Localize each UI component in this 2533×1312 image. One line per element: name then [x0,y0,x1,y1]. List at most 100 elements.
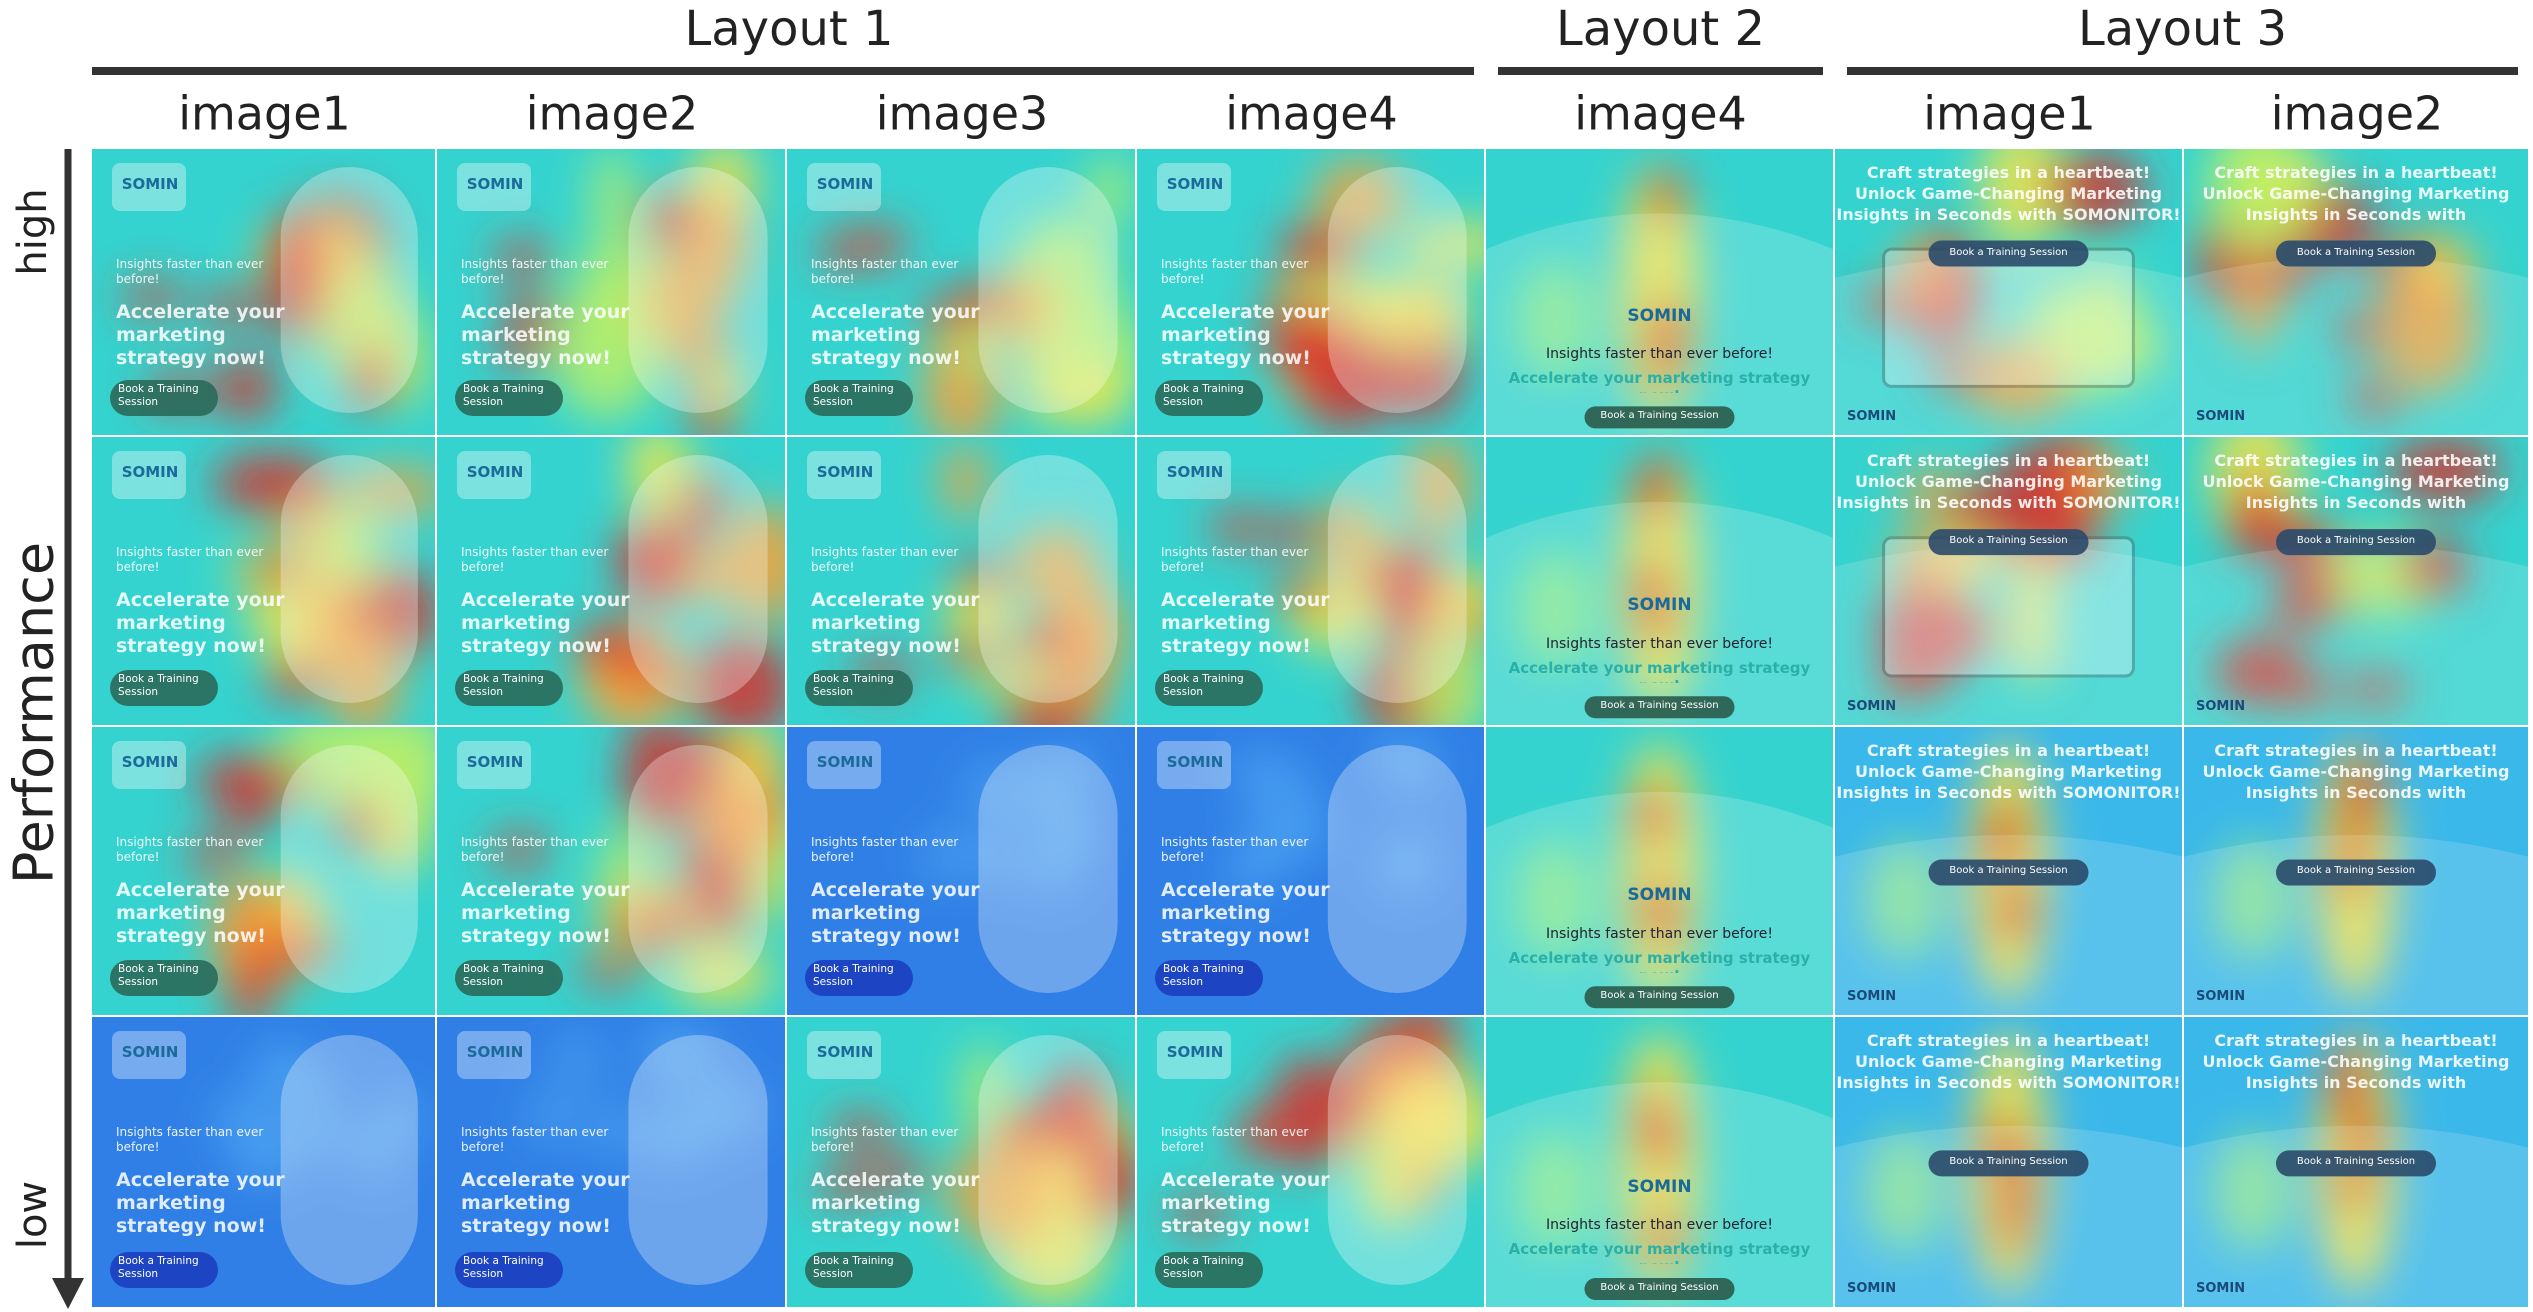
heat-blob [869,1155,930,1192]
ad-line: Insights in Seconds with SOMONITOR! [1836,1073,2180,1092]
image-label: image3 [876,87,1049,141]
heat-blob [1353,275,1470,347]
ad-logo-text: SOMIN [121,1043,179,1061]
app-panel [1327,1035,1467,1285]
heat-blob [675,471,722,539]
ad-button [455,380,563,416]
ad-button [110,380,218,416]
heat-blob [970,825,1021,886]
ad-headline-text: Accelerate your marketing strategy now! [461,301,630,369]
heat-blob [641,1027,692,1088]
heat-blobs [1224,727,1442,900]
ad-tagline: Insights faster than ever before! [1546,1217,1773,1233]
heat-blob [1951,484,1994,541]
ad-line: Insights in Seconds with SOMONITOR! [1836,493,2180,512]
ad-button-text: Book a Training Session [118,383,199,408]
ad-button: Book a Training Session [2297,1156,2415,1167]
ad-logo-text: SOMIN [1166,1043,1224,1061]
ad-logo-text: SOMIN [1627,1176,1692,1197]
ad-button: Book a Training Session [1163,383,1244,408]
ad-button [1155,960,1263,996]
ad-button: Book a Training Session [118,1255,199,1280]
heatmap-cell: SOMIN Insights faster than ever before! Ac… [787,437,1135,725]
ad-line-text: Insights in Seconds with SOMONITOR! [2245,493,2467,515]
ad-button [1584,696,1735,719]
heat-blobs [1515,451,1700,711]
ad-headline: Accelerate your marketing strategy now! [1509,659,1811,683]
app-panel [978,167,1118,413]
heat-blobs [1208,437,1484,725]
ad-tagline-text: Insights faster than ever before! [461,545,609,574]
heat-blob [728,727,780,796]
ad-line-text: Insights in Seconds with SOMONITOR! [1836,783,2181,802]
ad-button-text: Book a Training Session [2296,535,2416,547]
heat-blob [690,634,785,725]
ad-logo-text: SOMIN [121,175,179,193]
app-panel [1327,745,1467,993]
ad-button [1584,986,1735,1009]
layout-title: Layout 1 [685,1,894,57]
ad-headline: Accelerate your marketing strategy now! [461,301,630,369]
ad-logo: SOMIN [122,463,179,481]
ad-tagline: Insights faster than ever before! [811,545,958,574]
ad-button [1928,859,2089,886]
heat-blob [2387,438,2501,503]
ad-line: Insights in Seconds with SOMONITOR! [2245,493,2467,515]
heat-blob [1896,470,1969,516]
ad-tagline: Insights faster than ever before! [811,835,958,864]
image-label: image4 [1225,87,1398,141]
ad-line-text: Craft strategies in a heartbeat! [1866,451,2151,470]
ad-button-text: Book a Training Session [813,673,894,698]
ad-line: Craft strategies in a heartbeat! [2214,1031,2497,1050]
ad-button: Book a Training Session [118,673,199,698]
heatmap-cell: SOMIN Insights faster than ever before! Ac… [1137,1017,1484,1307]
ad-headline: Accelerate your marketing strategy now! [461,879,630,947]
heatmap-cell: Craft strategies in a heartbeat! Unlock G… [1835,149,2182,435]
heat-blob [1325,494,1372,572]
heat-blob [1046,744,1097,805]
ad-headline-text: Accelerate your marketing strategy now! [461,879,630,947]
heat-blob [210,1090,261,1151]
ad-line-text: Insights in Seconds with SOMONITOR! [2245,783,2467,805]
ad-button: Book a Training Session [463,383,544,408]
ad-headline-text: Accelerate your marketing strategy now! [116,1169,285,1237]
ad-line-text: Craft strategies in a heartbeat! [2214,163,2498,182]
ad-tagline-text: Insights faster than ever before! [1161,835,1309,864]
heat-blob [698,776,785,860]
ad-button-text: Book a Training Session [2296,865,2416,877]
ad-headline-text: Accelerate your marketing strategy now! [1161,301,1330,369]
heat-blobs [210,1039,425,1191]
ad-line: Unlock Game-Changing Marketing [1855,1052,2162,1071]
heatmap-cell: SOMIN Insights faster than ever before! Ac… [1486,149,1833,435]
ad-logo: SOMIN [817,753,874,771]
logo-box [457,741,531,789]
app-panel [280,455,418,703]
heat-blob [622,727,690,839]
ad-button: Book a Training Session [1163,673,1244,698]
ad-logo: SOMIN [467,463,524,481]
logo-box [112,163,186,211]
ad-tagline-text: Insights faster than ever before! [1546,346,1773,363]
heat-blob [918,297,979,334]
ad-button-text: Book a Training Session [1600,700,1719,712]
ad-button-text: Book a Training Session [813,1255,894,1280]
heatmap-cell: SOMIN Insights faster than ever before! Ac… [1486,727,1833,1015]
heat-blob [1964,338,2074,420]
heat-blob [1864,839,1945,960]
ad-logo-text: SOMIN [2196,1281,2246,1296]
heat-blob [1378,1076,1484,1172]
ad-headline: Accelerate your marketing strategy now! [1161,1169,1330,1237]
arc-shape [2184,545,2528,725]
ad-tagline-text: Insights faster than ever before! [811,1125,959,1154]
ad-line-text: Unlock Game-Changing Marketing [2202,184,2510,203]
ad-button [805,670,913,706]
heat-blob [670,945,774,1007]
ad-logo: SOMIN [122,753,179,771]
ad-button-text: Book a Training Session [1163,383,1244,408]
ad-button [110,670,218,706]
heatmap-cell: SOMIN Insights faster than ever before! Ac… [787,1017,1135,1307]
heatmap-cell: SOMIN Insights faster than ever before! Ac… [92,727,435,1015]
ad-button: Book a Training Session [813,963,894,988]
ad-button [455,1252,563,1288]
